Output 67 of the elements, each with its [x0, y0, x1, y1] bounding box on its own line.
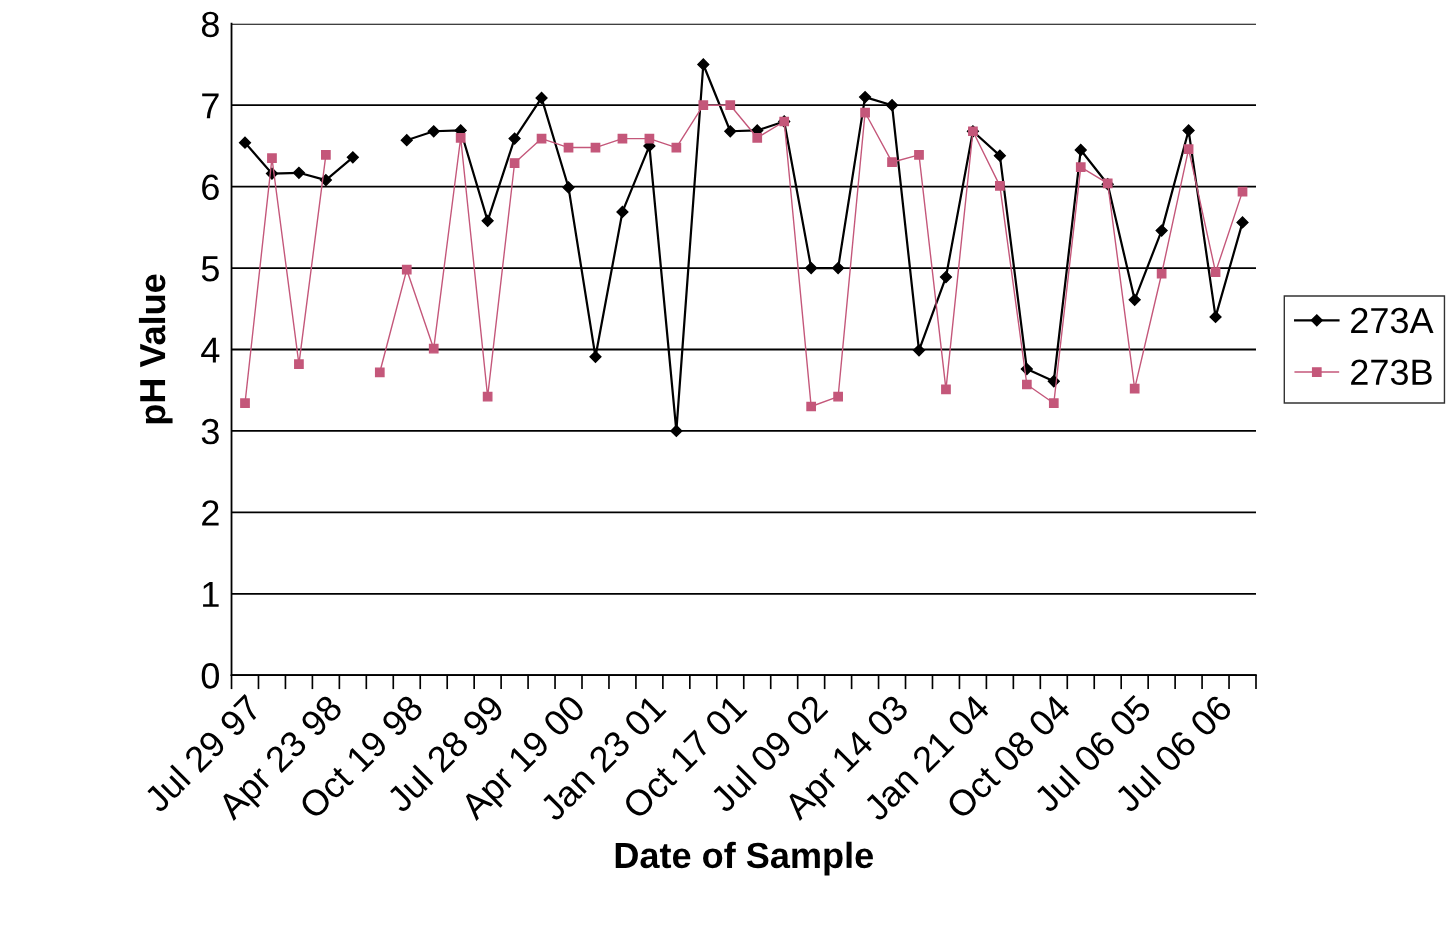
- x-axis-title: Date of Sample: [615, 841, 873, 876]
- y-tick-label: 0: [201, 663, 219, 689]
- y-tick-label: 2: [202, 500, 219, 526]
- point: [401, 264, 412, 275]
- point: [1155, 224, 1168, 237]
- point: [832, 261, 845, 275]
- point: [670, 424, 683, 438]
- point: [885, 99, 899, 112]
- point: [1236, 216, 1249, 229]
- point: [240, 398, 250, 409]
- y-tick-label: 7: [202, 93, 219, 119]
- point: [912, 344, 926, 357]
- point: [1021, 379, 1032, 390]
- point: [427, 125, 440, 138]
- point: [887, 157, 897, 168]
- point: [1209, 310, 1222, 324]
- point: [508, 132, 521, 145]
- point: [697, 58, 710, 71]
- point: [993, 149, 1006, 162]
- point: [833, 391, 843, 402]
- point: [1156, 268, 1167, 279]
- point: [1075, 162, 1086, 172]
- legend-label: 273B: [1351, 359, 1432, 386]
- point: [535, 91, 548, 104]
- point: [321, 150, 331, 160]
- legend-label: 273A: [1351, 307, 1434, 334]
- point: [805, 261, 818, 275]
- point: [939, 270, 953, 284]
- point: [724, 125, 737, 138]
- point: [400, 134, 413, 147]
- y-tick-label: 3: [201, 418, 219, 445]
- point: [481, 214, 494, 227]
- point: [1182, 124, 1195, 137]
- point: [267, 153, 277, 163]
- point: [1129, 383, 1140, 394]
- point: [914, 150, 924, 160]
- point: [995, 180, 1005, 191]
- point: [374, 367, 385, 378]
- point: [1048, 398, 1059, 409]
- point: [428, 343, 439, 354]
- point: [752, 132, 763, 143]
- y-tick-label: 6: [202, 174, 219, 201]
- point: [294, 359, 304, 370]
- point: [725, 100, 736, 111]
- point: [1210, 267, 1221, 277]
- point: [238, 136, 252, 149]
- point: [860, 107, 870, 118]
- y-axis-title: pH Value: [138, 274, 173, 424]
- point: [671, 142, 682, 153]
- point: [292, 166, 306, 179]
- point: [858, 90, 872, 104]
- point: [1128, 293, 1141, 306]
- y-tick-label: 5: [201, 256, 219, 282]
- point: [941, 384, 951, 395]
- point: [346, 151, 359, 164]
- point: [455, 132, 466, 143]
- point: [806, 401, 817, 412]
- point: [1183, 144, 1194, 155]
- point: [509, 158, 520, 168]
- y-tick-label: 4: [201, 337, 220, 363]
- point: [1074, 143, 1087, 157]
- point: [562, 181, 575, 194]
- point: [698, 100, 709, 111]
- point: [616, 205, 629, 218]
- point: [482, 391, 493, 402]
- y-tick-label: 8: [201, 11, 219, 38]
- y-tick-label: 1: [203, 582, 219, 607]
